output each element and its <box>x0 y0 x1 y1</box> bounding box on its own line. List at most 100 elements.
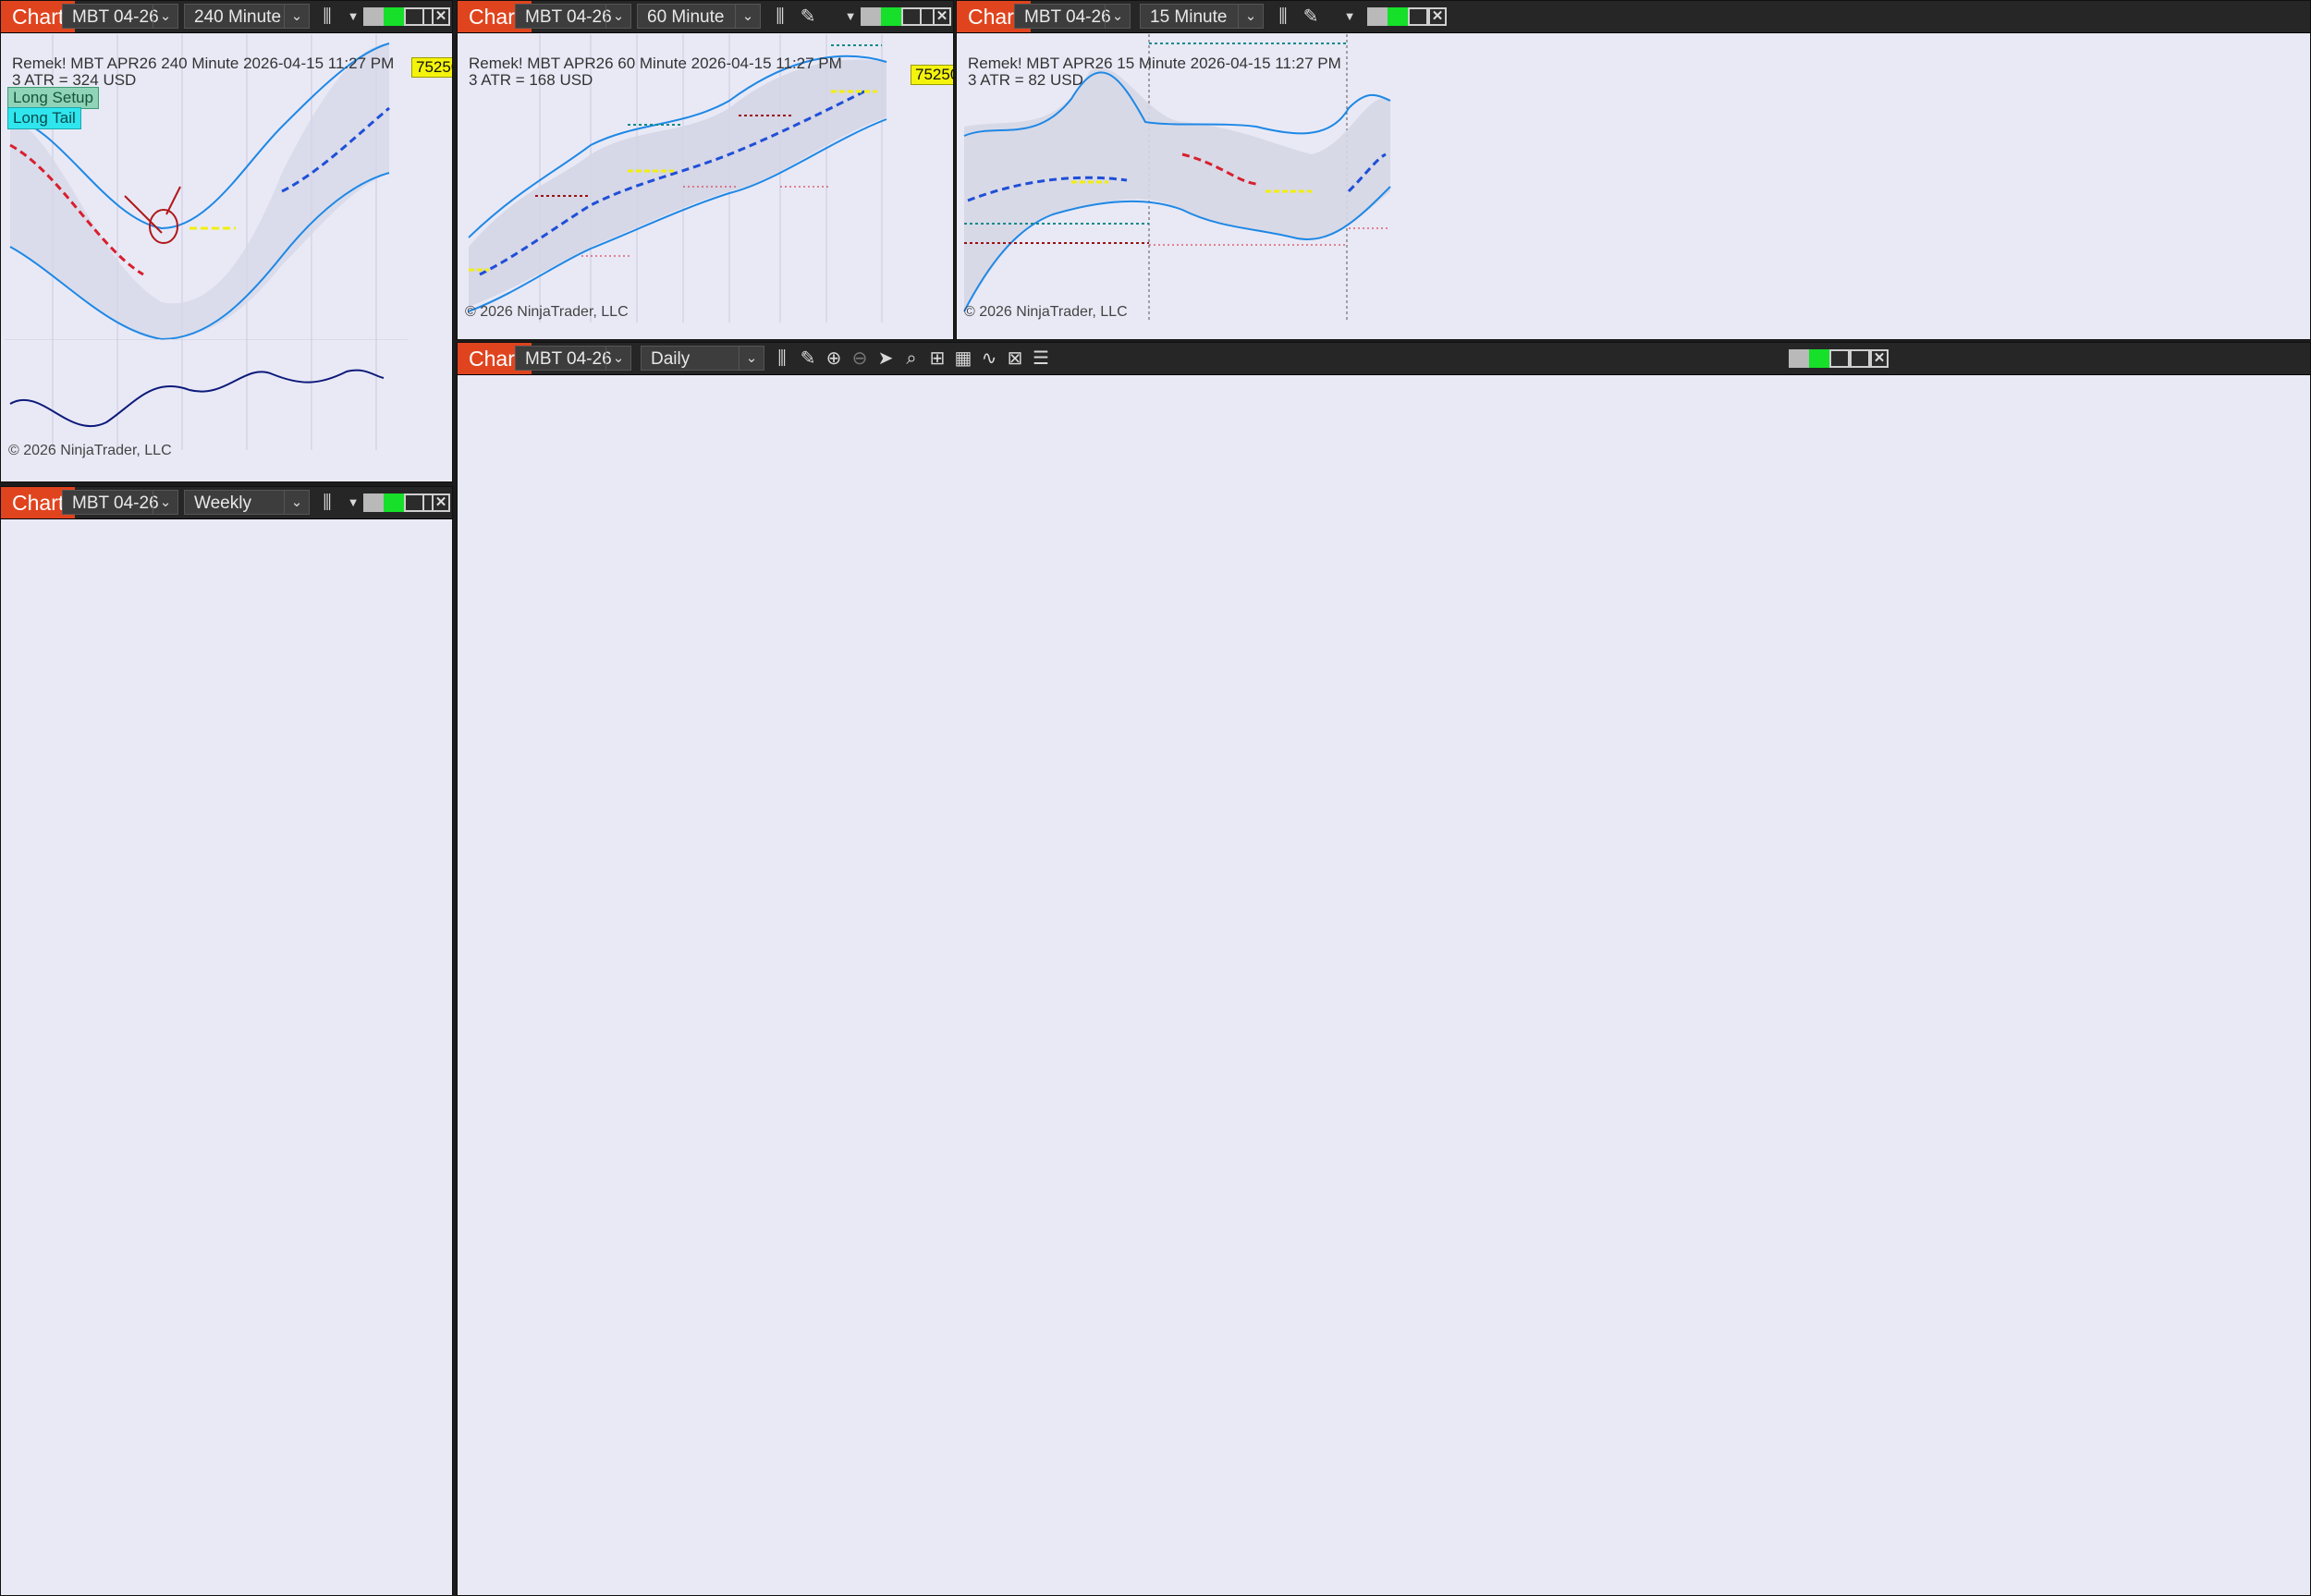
instrument-selector[interactable]: MBT 04-26 ⌄ <box>515 346 631 371</box>
live-status-button[interactable] <box>1809 349 1829 368</box>
chart-title: Remek! MBT APR26 15 Minute 2026-04-15 11… <box>968 55 1341 72</box>
live-status-button[interactable] <box>881 7 901 26</box>
interval-value: 60 Minute <box>647 7 725 27</box>
bar-type-icon[interactable]: ⫼ <box>777 348 787 369</box>
close-button[interactable]: ✕ <box>432 7 450 26</box>
copyright: © 2026 NinjaTrader, LLC <box>8 443 172 458</box>
chart-toolbar: Chart MBT 04-26 ⌄ 15 Minute ⌄ ⫼ ✎ ▼ ✕ <box>957 1 2310 33</box>
instrument-value: MBT 04-26 <box>525 349 612 369</box>
instrument-selector[interactable]: MBT 04-26 ⌄ <box>62 4 178 29</box>
copyright: © 2026 NinjaTrader, LLC <box>465 304 629 320</box>
instrument-value: MBT 04-26 <box>72 493 159 513</box>
chart-title: Remek! MBT APR26 240 Minute 2026-04-15 1… <box>12 55 395 72</box>
chevron-down-icon: ⌄ <box>605 346 630 371</box>
link-button[interactable] <box>363 493 384 512</box>
oscillator-panel[interactable] <box>5 339 408 452</box>
link-button[interactable] <box>363 7 384 26</box>
chevron-down-icon: ⌄ <box>1238 4 1263 29</box>
interval-selector[interactable]: 15 Minute ⌄ <box>1140 4 1264 29</box>
price-panel[interactable]: Remek! MBT APR26 15 Minute 2026-04-15 11… <box>960 34 1397 323</box>
close-button[interactable]: ✕ <box>933 7 951 26</box>
chevron-down-icon: ⌄ <box>153 4 177 29</box>
interval-selector[interactable]: 240 Minute ⌄ <box>184 4 310 29</box>
list-icon[interactable]: ☰ <box>1033 348 1049 369</box>
price-plot-svg <box>461 34 909 323</box>
interval-selector[interactable]: 60 Minute ⌄ <box>637 4 761 29</box>
indicators-icon[interactable]: ▦ <box>954 348 972 369</box>
chevron-down-icon: ⌄ <box>735 4 760 29</box>
chart-window-60min: Chart MBT 04-26 ⌄ 60 Minute ⌄ ⫼ ✎ ▼ ✕ <box>457 0 954 340</box>
bar-type-icon[interactable]: ⫼ <box>323 6 332 27</box>
live-status-button[interactable] <box>384 493 404 512</box>
draw-tool-icon[interactable]: ✎ <box>1302 6 1319 27</box>
price-plot-svg <box>960 34 1397 323</box>
chevron-down-icon[interactable]: ▼ <box>347 9 360 23</box>
bar-type-icon[interactable]: ⫼ <box>1278 6 1288 27</box>
draw-tool-icon[interactable]: ✎ <box>800 6 816 27</box>
bar-type-icon[interactable]: ⫼ <box>323 493 332 513</box>
instrument-selector[interactable]: MBT 04-26 ⌄ <box>515 4 631 29</box>
chevron-down-icon[interactable]: ▼ <box>347 495 360 509</box>
link-button[interactable] <box>1367 7 1388 26</box>
data-box-icon[interactable]: ⌕ <box>906 348 917 369</box>
minimize-button[interactable] <box>1829 349 1850 368</box>
last-price-tag: 75250 <box>911 65 953 85</box>
live-status-button[interactable] <box>1388 7 1408 26</box>
chart-trader-icon[interactable]: ⊠ <box>1007 348 1023 369</box>
price-panel[interactable]: Remek! MBT APR26 240 Minute 2026-04-15 1… <box>5 34 408 450</box>
price-panel[interactable]: Remek! MBT APR26 60 Minute 2026-04-15 11… <box>461 34 909 323</box>
instrument-selector[interactable]: MBT 04-26 ⌄ <box>1014 4 1131 29</box>
minimize-button[interactable] <box>404 493 424 512</box>
chevron-down-icon: ⌄ <box>284 4 309 29</box>
oscillator-svg <box>5 339 408 428</box>
draw-tool-icon[interactable]: ✎ <box>800 348 816 369</box>
atr-label: 3 ATR = 324 USD <box>12 71 137 89</box>
maximize-button[interactable] <box>1850 349 1870 368</box>
minimize-button[interactable] <box>901 7 922 26</box>
chevron-down-icon: ⌄ <box>284 490 309 515</box>
chart-toolbar: Chart MBT 04-26 ⌄ 240 Minute ⌄ ⫼ ▼ ✕ <box>1 1 452 33</box>
long-tail-badge: Long Tail <box>7 107 81 129</box>
interval-selector[interactable]: Weekly ⌄ <box>184 490 310 515</box>
close-button[interactable]: ✕ <box>1428 7 1447 26</box>
properties-icon[interactable]: ⊞ <box>929 348 946 369</box>
chevron-down-icon: ⌄ <box>605 4 630 29</box>
minimize-button[interactable] <box>1408 7 1428 26</box>
interval-selector[interactable]: Daily ⌄ <box>641 346 764 371</box>
close-button[interactable]: ✕ <box>1870 349 1889 368</box>
last-price-tag: 75250 <box>411 57 452 78</box>
bollinger-area <box>10 43 389 339</box>
interval-value: Daily <box>651 349 691 369</box>
close-button[interactable]: ✕ <box>432 493 450 512</box>
chart-title: Remek! MBT APR26 60 Minute 2026-04-15 11… <box>469 55 842 72</box>
chart-window-240min: Chart MBT 04-26 ⌄ 240 Minute ⌄ ⫼ ▼ ✕ Remek <box>0 0 453 482</box>
long-setup-badge: Long Setup <box>7 87 99 109</box>
link-button[interactable] <box>1789 349 1809 368</box>
zoom-out-icon[interactable]: ⊖ <box>851 348 868 369</box>
interval-value: 240 Minute <box>194 7 282 27</box>
chart-window-15min: Chart MBT 04-26 ⌄ 15 Minute ⌄ ⫼ ✎ ▼ ✕ <box>956 0 2311 340</box>
bar-type-icon[interactable]: ⫼ <box>776 6 785 27</box>
chart-window-weekly: Chart MBT 04-26 ⌄ Weekly ⌄ ⫼ ▼ ✕ <box>0 486 453 1596</box>
instrument-value: MBT 04-26 <box>72 7 159 27</box>
instrument-selector[interactable]: MBT 04-26 ⌄ <box>62 490 178 515</box>
pointer-icon[interactable]: ➤ <box>877 348 894 369</box>
chevron-down-icon: ⌄ <box>739 346 764 371</box>
chevron-down-icon[interactable]: ▼ <box>844 9 857 23</box>
chevron-down-icon: ⌄ <box>153 490 177 515</box>
instrument-value: MBT 04-26 <box>525 7 612 27</box>
zoom-in-icon[interactable]: ⊕ <box>825 348 842 369</box>
copyright: © 2026 NinjaTrader, LLC <box>964 304 1128 320</box>
chevron-down-icon[interactable]: ▼ <box>1343 9 1356 23</box>
chevron-down-icon: ⌄ <box>1105 4 1130 29</box>
atr-label: 3 ATR = 82 USD <box>968 71 1083 89</box>
atr-label: 3 ATR = 168 USD <box>469 71 593 89</box>
chart-toolbar: Chart MBT 04-26 ⌄ Weekly ⌄ ⫼ ▼ ✕ <box>1 487 452 519</box>
link-button[interactable] <box>861 7 881 26</box>
interval-value: 15 Minute <box>1150 7 1228 27</box>
chart-toolbar: Chart MBT 04-26 ⌄ Daily ⌄ ⫼ ✎ ⊕ ⊖ ➤ ⌕ ⊞ ▦ … <box>458 343 2310 375</box>
minimize-button[interactable] <box>404 7 424 26</box>
live-status-button[interactable] <box>384 7 404 26</box>
instrument-value: MBT 04-26 <box>1024 7 1111 27</box>
strategies-icon[interactable]: ∿ <box>981 348 997 369</box>
